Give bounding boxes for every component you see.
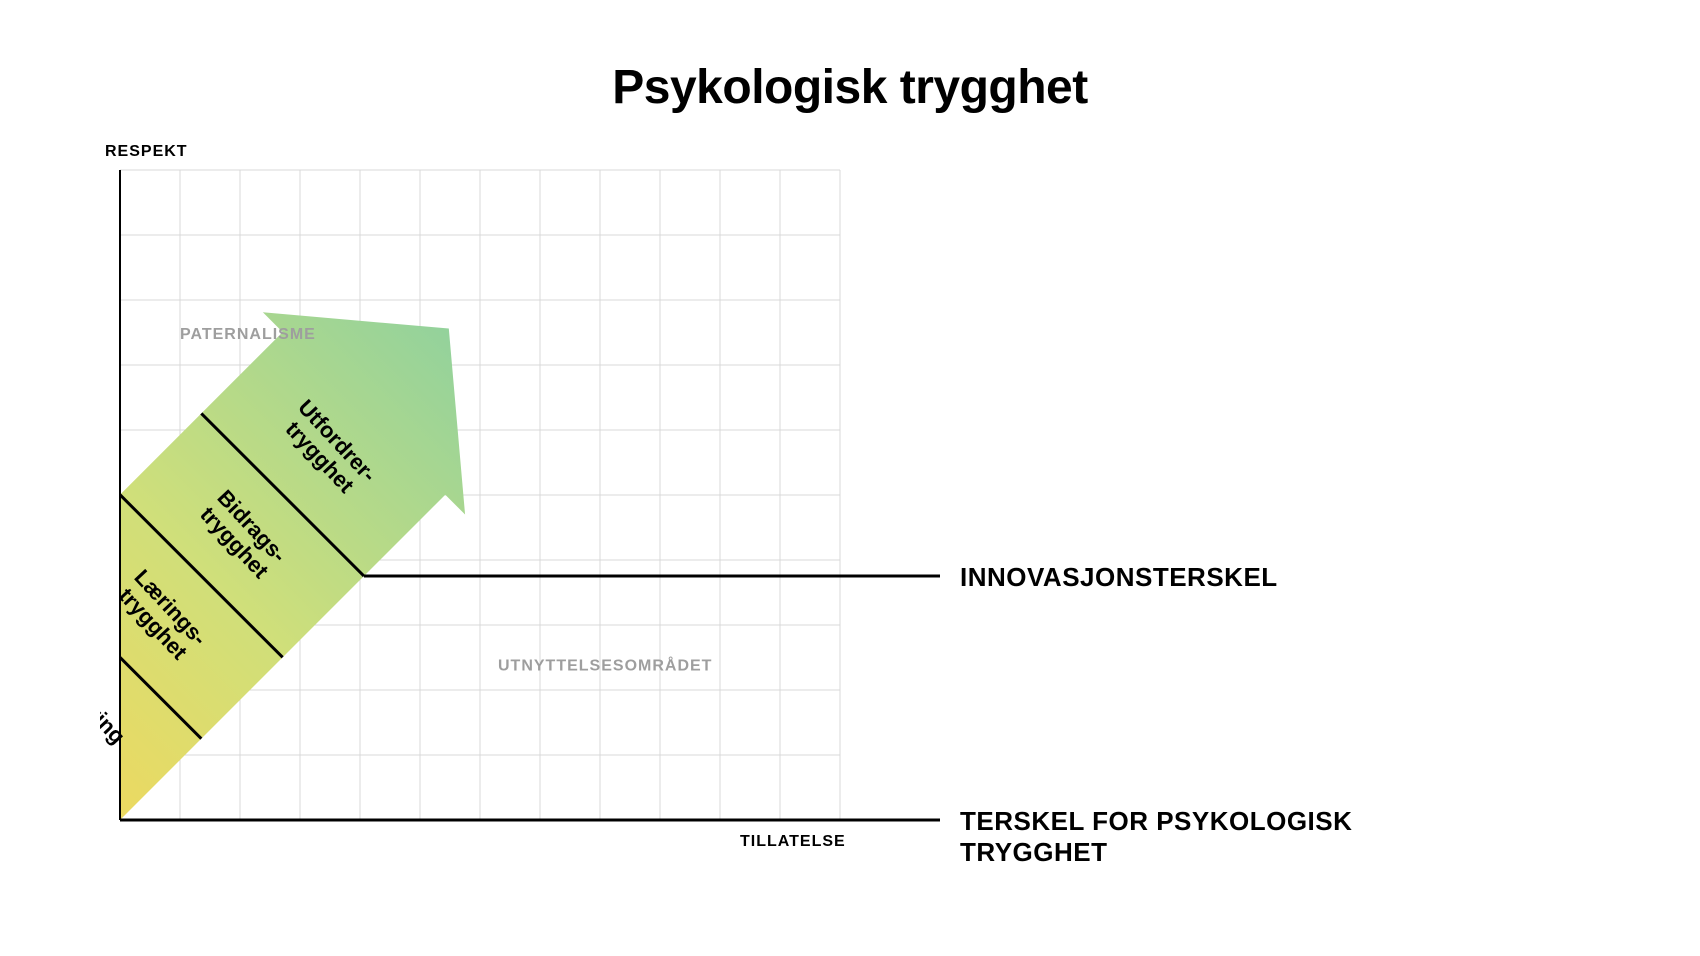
annotation-psych-safety-line2: TRYGGHET bbox=[960, 837, 1107, 867]
x-axis-label: TILLATELSE bbox=[740, 833, 846, 850]
chart-svg: PATERNALISME UTNYTTELSESOMRÅDET RESPEKT … bbox=[100, 140, 1500, 920]
page: Psykologisk trygghet PATERNALISME bbox=[0, 0, 1700, 956]
annotation-psych-safety: TERSKEL FOR PSYKOLOGISK TRYGGHET bbox=[960, 806, 1352, 868]
annotation-innovation: INNOVASJONSTERSKEL bbox=[960, 562, 1278, 593]
quadrant-lower-right-label: UTNYTTELSESOMRÅDET bbox=[498, 656, 712, 675]
page-title: Psykologisk trygghet bbox=[0, 60, 1700, 115]
annotation-innovation-text: INNOVASJONSTERSKEL bbox=[960, 562, 1278, 592]
y-axis-label: RESPEKT bbox=[105, 143, 188, 160]
annotation-psych-safety-line1: TERSKEL FOR PSYKOLOGISK bbox=[960, 806, 1352, 836]
quadrant-upper-left-label: PATERNALISME bbox=[180, 326, 316, 343]
